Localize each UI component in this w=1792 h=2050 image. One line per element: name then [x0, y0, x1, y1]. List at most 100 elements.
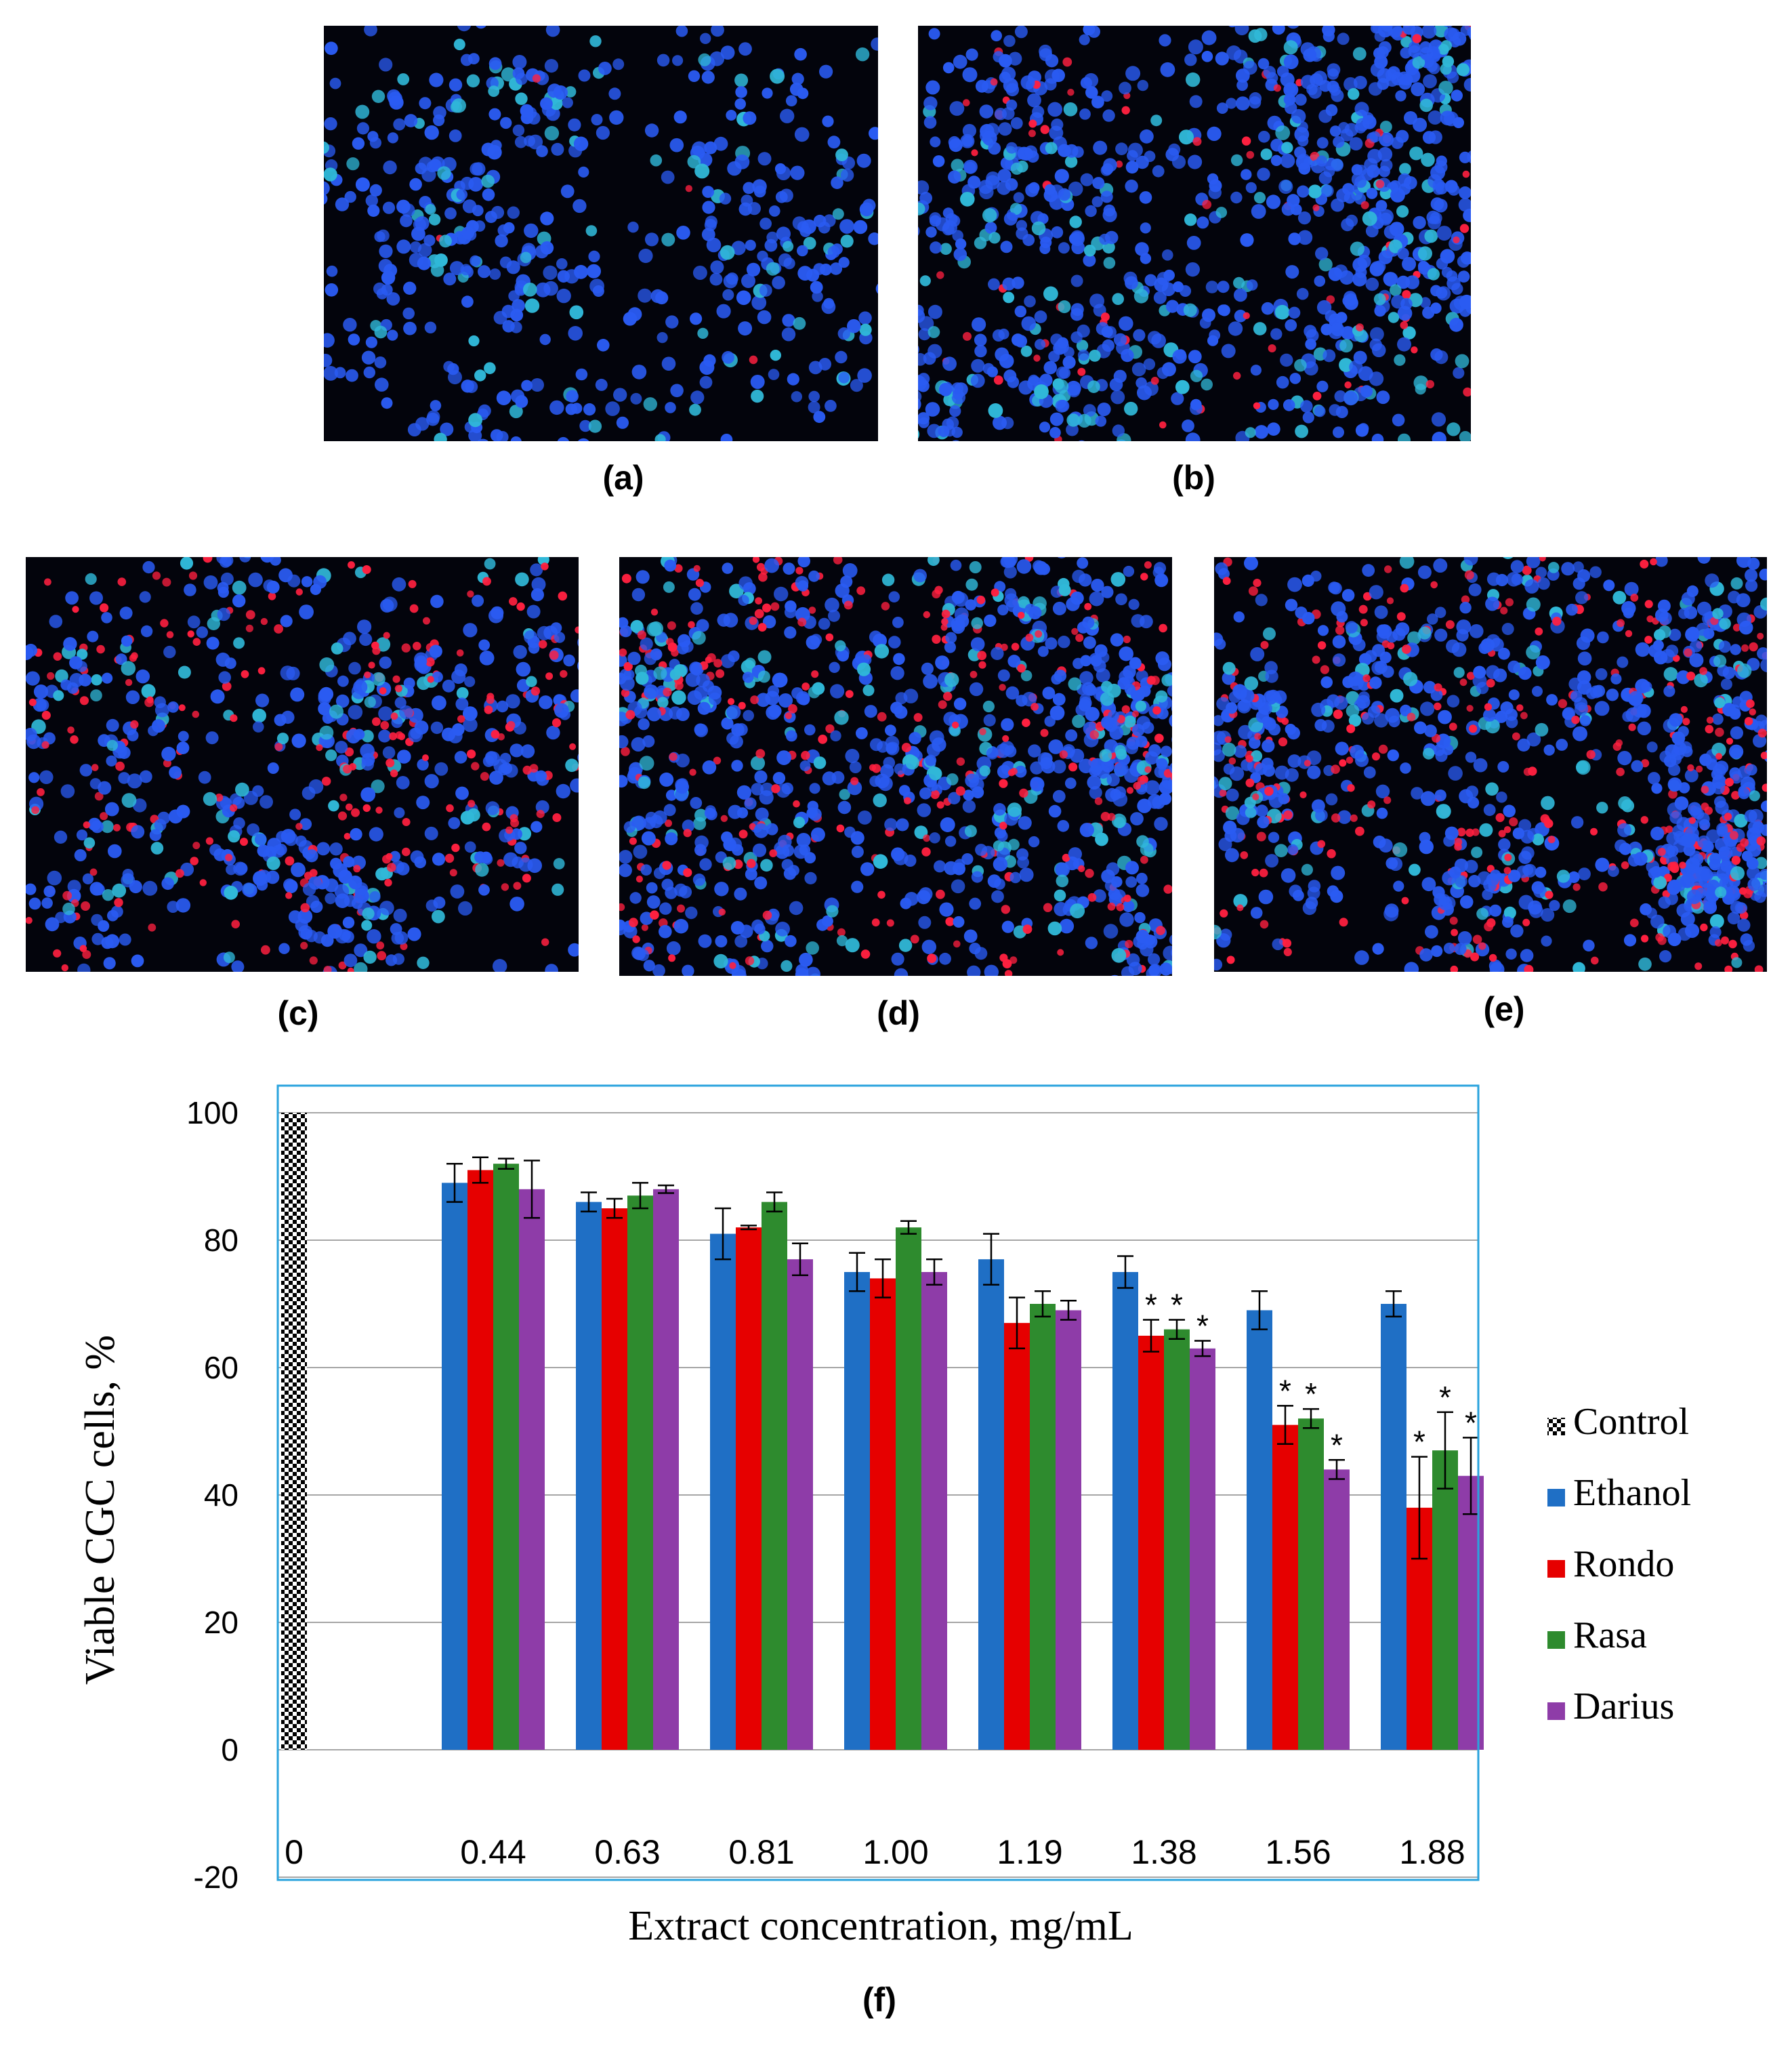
nucleus: [1383, 906, 1399, 922]
nucleus: [1153, 291, 1167, 304]
nucleus: [125, 678, 133, 686]
nucleus: [535, 245, 549, 259]
nucleus: [365, 336, 377, 348]
nucleus: [694, 163, 710, 179]
nucleus: [1696, 765, 1703, 773]
nucleus: [1394, 354, 1406, 366]
nucleus: [921, 939, 936, 954]
nucleus: [639, 756, 654, 771]
nucleus: [1755, 857, 1767, 869]
nucleus: [1039, 422, 1051, 433]
nucleus: [1030, 211, 1045, 226]
nucleus: [665, 832, 678, 846]
nucleus: [497, 859, 505, 867]
nucleus: [1637, 721, 1651, 735]
nucleus: [776, 165, 791, 180]
nucleus: [1728, 939, 1737, 949]
nucleus: [501, 883, 509, 891]
nucleus: [187, 630, 194, 638]
nucleus: [399, 705, 413, 720]
nucleus: [698, 934, 712, 948]
nucleus: [1010, 162, 1023, 175]
nucleus: [339, 794, 348, 802]
nucleus: [962, 123, 976, 138]
nucleus: [1281, 142, 1293, 154]
nucleus: [578, 166, 589, 178]
nucleus: [1417, 565, 1432, 579]
nucleus: [1049, 705, 1065, 720]
nucleus: [274, 743, 283, 751]
nucleus: [1236, 904, 1244, 911]
nucleus: [1306, 46, 1321, 61]
nucleus: [934, 860, 946, 873]
nucleus: [1425, 380, 1434, 389]
nucleus: [1163, 269, 1175, 281]
nucleus: [571, 403, 583, 414]
nucleus: [631, 588, 646, 602]
nucleus: [275, 844, 287, 856]
nucleus: [1129, 657, 1142, 670]
nucleus: [1291, 108, 1306, 124]
nucleus: [1411, 82, 1425, 97]
nucleus: [1110, 572, 1126, 587]
nucleus: [976, 596, 986, 604]
nucleus: [669, 752, 678, 761]
nucleus: [830, 730, 841, 741]
nucleus: [1459, 895, 1474, 909]
micrograph-b: [918, 26, 1471, 441]
nucleus: [948, 792, 961, 804]
nucleus: [257, 844, 270, 857]
bar-rasa: [1164, 1329, 1190, 1750]
nucleus: [372, 647, 381, 655]
nucleus: [918, 390, 922, 403]
nucleus: [1465, 752, 1477, 763]
nucleus: [458, 901, 473, 916]
nucleus: [613, 388, 627, 402]
nucleus: [1541, 935, 1552, 947]
nucleus: [1590, 827, 1598, 836]
nucleus: [280, 665, 295, 680]
nucleus: [629, 762, 643, 777]
nucleus: [1125, 861, 1139, 875]
nucleus: [836, 824, 845, 833]
nucleus: [1225, 806, 1240, 820]
nucleus: [403, 677, 415, 689]
nucleus: [668, 954, 676, 962]
nucleus: [510, 828, 522, 840]
nucleus: [305, 930, 318, 943]
nucleus: [1387, 749, 1399, 762]
nucleus: [1453, 367, 1465, 379]
nucleus: [1522, 565, 1532, 575]
nucleus: [129, 654, 137, 662]
nucleus: [860, 862, 875, 876]
nucleus: [1287, 577, 1302, 592]
nucleus: [1418, 626, 1432, 640]
nucleus: [382, 201, 396, 214]
nucleus: [104, 802, 119, 817]
nucleus: [1287, 26, 1299, 29]
nucleus: [1383, 796, 1392, 804]
nucleus: [371, 89, 386, 103]
nucleus: [965, 578, 978, 591]
nucleus: [1295, 607, 1308, 619]
nucleus: [1022, 718, 1030, 727]
nucleus: [1701, 785, 1709, 794]
nucleus: [1241, 136, 1251, 146]
nucleus: [1331, 764, 1340, 774]
nucleus: [1089, 786, 1102, 800]
nucleus: [1629, 691, 1644, 706]
nucleus: [806, 941, 819, 955]
nucleus: [424, 125, 439, 140]
nucleus: [999, 354, 1014, 369]
nucleus: [1085, 205, 1097, 218]
nucleus: [847, 780, 862, 796]
nucleus: [665, 790, 678, 801]
nucleus: [466, 74, 480, 87]
nucleus: [1243, 60, 1257, 75]
nucleus: [460, 54, 473, 66]
nucleus: [1679, 861, 1686, 869]
legend-swatch-darius: [1547, 1702, 1565, 1720]
nucleus: [1228, 321, 1243, 336]
nucleus: [1391, 72, 1405, 85]
nucleus: [898, 939, 913, 952]
